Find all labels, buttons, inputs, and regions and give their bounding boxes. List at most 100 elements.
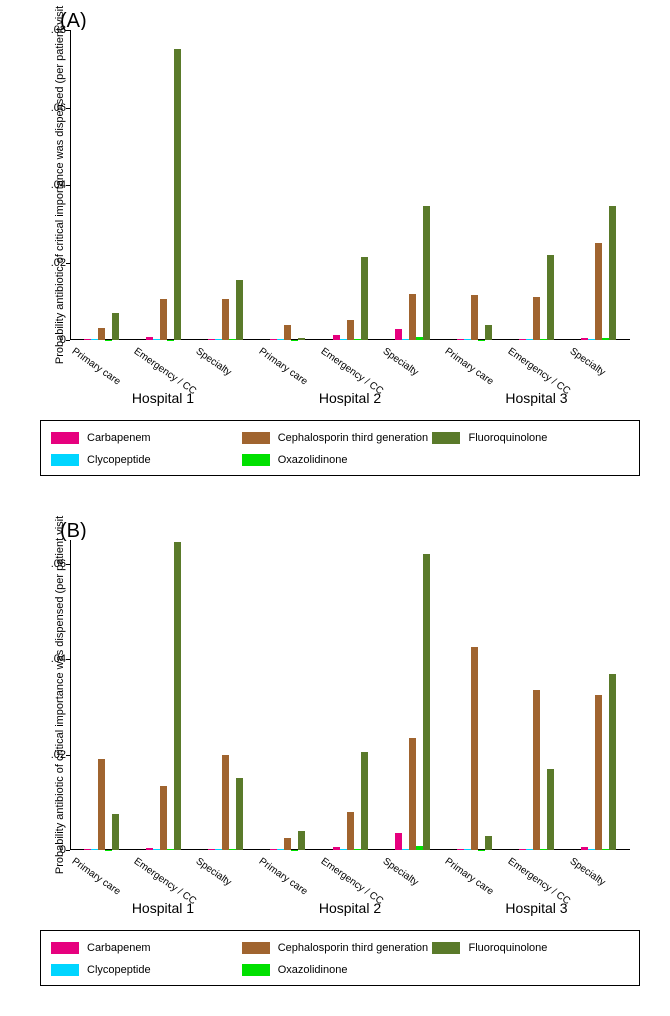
bar xyxy=(602,338,609,340)
x-label: Primary care xyxy=(256,856,309,898)
x-label: Primary care xyxy=(70,856,123,898)
bar xyxy=(215,339,222,340)
bar xyxy=(609,674,616,850)
bar xyxy=(354,339,361,340)
bar xyxy=(270,849,277,850)
bar xyxy=(84,339,91,340)
chart-b: Probability antibiotic of critical impor… xyxy=(70,540,630,850)
bar xyxy=(526,339,533,340)
bar xyxy=(361,257,368,340)
bar xyxy=(464,849,471,850)
bar xyxy=(277,339,284,340)
bar xyxy=(588,339,595,340)
bar xyxy=(354,849,361,850)
x-label: Specialty xyxy=(194,856,234,888)
bar xyxy=(236,280,243,340)
bar xyxy=(84,849,91,850)
bar xyxy=(457,339,464,340)
bar xyxy=(347,812,354,850)
bar xyxy=(208,339,215,340)
y-tick-line xyxy=(66,340,70,341)
bar xyxy=(471,295,478,340)
legend-fluoroquinolone-b: Fluoroquinolone xyxy=(432,937,623,959)
bar xyxy=(547,769,554,850)
bar xyxy=(395,833,402,850)
legend-clycopeptide-label-b: Clycopeptide xyxy=(87,964,151,976)
legend-oxazolidinone-label-b: Oxazolidinone xyxy=(278,964,348,976)
legend-carbapenem-label-b: Carbapenem xyxy=(87,942,151,954)
bar xyxy=(540,339,547,340)
y-tick-line xyxy=(66,659,70,660)
panel-a: (A) Probability antibiotic of critical i… xyxy=(20,10,640,500)
bar xyxy=(284,838,291,850)
bar xyxy=(160,299,167,340)
x-label: Specialty xyxy=(381,856,421,888)
bar xyxy=(174,542,181,850)
legend-fluoroquinolone-a: Fluoroquinolone xyxy=(432,427,623,449)
bar xyxy=(547,255,554,340)
x-label: Primary care xyxy=(70,346,123,388)
bars-b xyxy=(70,540,630,850)
hospital-1-label-b: Hospital 1 xyxy=(132,900,194,916)
hospital-3-label-a: Hospital 3 xyxy=(505,390,567,406)
bar xyxy=(167,849,174,850)
bar xyxy=(395,329,402,340)
bar xyxy=(208,849,215,850)
bar xyxy=(457,849,464,850)
legend-cephalosporin-label-b: Cephalosporin third generation xyxy=(278,942,428,954)
legend-oxazolidinone-a: Oxazolidinone xyxy=(242,449,433,471)
bar xyxy=(595,695,602,850)
bar xyxy=(340,849,347,850)
bar xyxy=(609,206,616,340)
bar xyxy=(153,849,160,850)
bar xyxy=(519,849,526,850)
bar xyxy=(361,752,368,850)
bar xyxy=(98,328,105,340)
legend-oxazolidinone-label-a: Oxazolidinone xyxy=(278,454,348,466)
bar xyxy=(112,313,119,340)
bar xyxy=(402,339,409,340)
legend-fluoroquinolone-label-b: Fluoroquinolone xyxy=(468,942,547,954)
chart-a: Probability antibiotic of critical impor… xyxy=(70,30,630,340)
hospital-2-label-b: Hospital 2 xyxy=(319,900,381,916)
bar xyxy=(485,325,492,341)
y-tick-line xyxy=(66,755,70,756)
bar xyxy=(581,847,588,850)
bar xyxy=(423,554,430,850)
bar xyxy=(595,243,602,340)
legend-a: Carbapenem Cephalosporin third generatio… xyxy=(40,420,640,476)
legend-carbapenem-label-a: Carbapenem xyxy=(87,432,151,444)
bar xyxy=(215,849,222,850)
panel-b: (B) Probability antibiotic of critical i… xyxy=(20,520,640,1005)
bar xyxy=(229,849,236,850)
bar xyxy=(98,759,105,850)
bar xyxy=(416,337,423,340)
legend-cephalosporin-a: Cephalosporin third generation xyxy=(242,427,433,449)
bars-a xyxy=(70,30,630,340)
bar xyxy=(160,786,167,850)
bar xyxy=(153,339,160,340)
legend-clycopeptide-b: Clycopeptide xyxy=(51,959,242,981)
y-tick-line xyxy=(66,185,70,186)
bar xyxy=(423,206,430,340)
bar xyxy=(333,335,340,340)
legend-cephalosporin-b: Cephalosporin third generation xyxy=(242,937,433,959)
bar xyxy=(229,339,236,340)
x-label: Primary care xyxy=(256,346,309,388)
bar xyxy=(519,339,526,340)
x-label: Specialty xyxy=(567,856,607,888)
bar xyxy=(409,294,416,341)
hospital-2-label-a: Hospital 2 xyxy=(319,390,381,406)
bar xyxy=(533,297,540,340)
bar xyxy=(464,339,471,340)
bar xyxy=(602,849,609,850)
bar xyxy=(298,831,305,850)
x-label: Specialty xyxy=(194,346,234,378)
bar xyxy=(485,836,492,850)
legend-cephalosporin-label-a: Cephalosporin third generation xyxy=(278,432,428,444)
bar xyxy=(402,849,409,850)
bar xyxy=(333,847,340,850)
bar xyxy=(588,849,595,850)
y-tick-line xyxy=(66,564,70,565)
bar xyxy=(471,647,478,850)
